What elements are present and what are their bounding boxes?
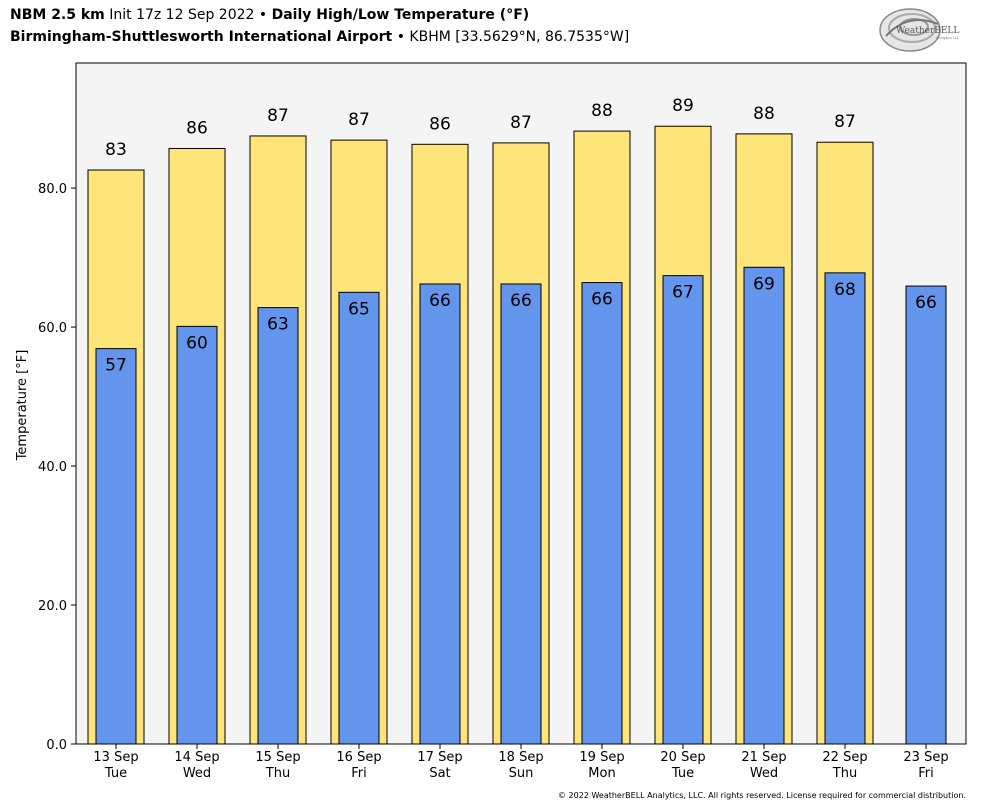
logo-sub-text: Analytics LLC bbox=[936, 36, 960, 40]
low-temp-label: 66 bbox=[591, 290, 613, 310]
low-temp-bar bbox=[176, 325, 218, 745]
low-temp-label: 60 bbox=[186, 333, 208, 353]
low-temp-bar bbox=[581, 282, 623, 745]
x-tick-date: 19 Sep bbox=[579, 750, 624, 765]
logo-swirl-icon bbox=[879, 8, 941, 52]
low-temp-bar bbox=[905, 285, 947, 745]
low-temp-label: 66 bbox=[510, 291, 532, 311]
x-tick-date: 20 Sep bbox=[660, 750, 705, 765]
weatherbell-logo: WeatherBELL Analytics LLC bbox=[879, 8, 960, 52]
low-temp-label: 63 bbox=[267, 315, 289, 335]
high-temp-label: 87 bbox=[267, 106, 289, 126]
separator: • bbox=[396, 29, 405, 45]
station-info: KBHM [33.5629°N, 86.7535°W] bbox=[409, 29, 630, 45]
y-tick-label: 60.0 bbox=[38, 321, 67, 336]
low-temp-label: 65 bbox=[348, 299, 370, 319]
x-tick-date: 23 Sep bbox=[903, 750, 948, 765]
x-tick-date: 21 Sep bbox=[741, 750, 786, 765]
low-temp-label: 67 bbox=[672, 283, 694, 303]
low-temp-bar bbox=[257, 307, 299, 745]
copyright-footer: © 2022 WeatherBELL Analytics, LLC. All r… bbox=[558, 791, 966, 800]
low-temp-label: 57 bbox=[105, 356, 127, 376]
model-name: NBM 2.5 km bbox=[10, 7, 105, 23]
y-tick-label: 80.0 bbox=[38, 182, 67, 197]
high-temp-label: 86 bbox=[429, 114, 451, 134]
low-temp-bar bbox=[419, 283, 461, 745]
x-tick-day: Mon bbox=[588, 766, 615, 781]
x-tick-date: 18 Sep bbox=[498, 750, 543, 765]
low-temp-bar bbox=[824, 272, 866, 745]
low-temp-bar bbox=[338, 291, 380, 745]
init-time: Init 17z 12 Sep 2022 bbox=[109, 7, 255, 23]
low-temp-label: 66 bbox=[915, 293, 937, 313]
header-line-2: Birmingham-Shuttlesworth International A… bbox=[10, 26, 790, 48]
x-tick-date: 13 Sep bbox=[93, 750, 138, 765]
x-tick-day: Wed bbox=[183, 766, 211, 781]
x-tick-date: 14 Sep bbox=[174, 750, 219, 765]
high-temp-label: 87 bbox=[834, 112, 856, 132]
y-axis: 0.0 20.0 40.0 60.0 80.0 bbox=[38, 182, 76, 753]
low-temp-label: 66 bbox=[429, 291, 451, 311]
x-tick-day: Thu bbox=[265, 766, 290, 781]
high-temp-label: 87 bbox=[510, 113, 532, 133]
station-name: Birmingham-Shuttlesworth International A… bbox=[10, 29, 393, 45]
high-temp-label: 87 bbox=[348, 110, 370, 130]
y-tick-label: 20.0 bbox=[38, 599, 67, 614]
x-tick-day: Sun bbox=[509, 766, 534, 781]
low-temp-label: 69 bbox=[753, 274, 775, 294]
plot-area: 83 57 86 60 87 63 87 65 86 66 87 66 88 66 89 67 88 69 87 68… bbox=[75, 62, 967, 745]
x-tick-day: Thu bbox=[832, 766, 857, 781]
low-temp-bar bbox=[95, 348, 137, 745]
high-temp-label: 86 bbox=[186, 118, 208, 138]
x-tick-date: 22 Sep bbox=[822, 750, 867, 765]
low-temp-bar bbox=[743, 266, 785, 745]
x-tick-day: Fri bbox=[918, 766, 934, 781]
x-tick-day: Sat bbox=[429, 766, 450, 781]
x-tick-day: Tue bbox=[104, 766, 127, 781]
product-title: Daily High/Low Temperature (°F) bbox=[271, 7, 530, 23]
y-axis-label: Temperature [°F] bbox=[15, 350, 30, 462]
high-temp-label: 88 bbox=[591, 101, 613, 121]
x-tick-date: 15 Sep bbox=[255, 750, 300, 765]
high-temp-label: 83 bbox=[105, 140, 127, 160]
header-line-1: NBM 2.5 km Init 17z 12 Sep 2022 • Daily … bbox=[10, 4, 790, 26]
x-tick-day: Wed bbox=[750, 766, 778, 781]
low-temp-bar bbox=[500, 283, 542, 745]
y-tick-label: 0.0 bbox=[46, 738, 67, 753]
x-tick-day: Tue bbox=[671, 766, 694, 781]
high-temp-label: 88 bbox=[753, 104, 775, 124]
x-tick-date: 17 Sep bbox=[417, 750, 462, 765]
low-temp-label: 68 bbox=[834, 280, 856, 300]
x-tick-day: Fri bbox=[351, 766, 367, 781]
chart-header: NBM 2.5 km Init 17z 12 Sep 2022 • Daily … bbox=[10, 4, 790, 48]
separator: • bbox=[258, 7, 268, 23]
y-tick-label: 40.0 bbox=[38, 460, 67, 475]
x-tick-date: 16 Sep bbox=[336, 750, 381, 765]
low-temp-bar bbox=[662, 275, 704, 745]
high-temp-label: 89 bbox=[672, 96, 694, 116]
logo-brand-text: WeatherBELL bbox=[896, 26, 959, 36]
